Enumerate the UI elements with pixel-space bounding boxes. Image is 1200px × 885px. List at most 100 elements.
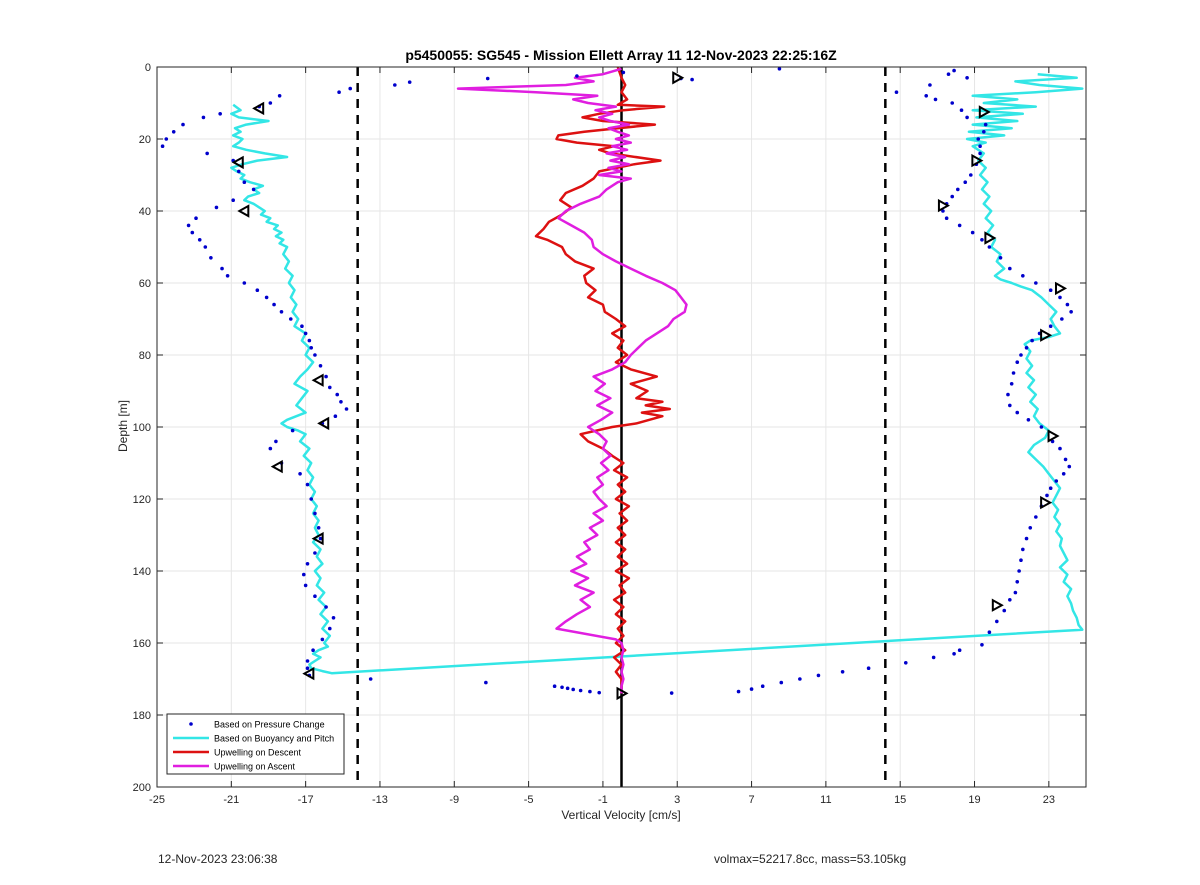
pressure-change-point [1060,317,1064,321]
pressure-change-point [164,137,169,141]
descent-marker [270,459,283,474]
pressure-change-point [798,677,802,681]
pressure-change-point [779,680,784,685]
pressure-change-point [955,187,960,192]
pressure-change-point [965,76,969,80]
pressure-change-point [736,689,741,694]
pressure-change-point [1050,439,1055,444]
pressure-change-point [268,446,273,451]
x-tick-label: 15 [894,794,906,806]
pressure-change-point [190,230,195,235]
pressure-change-point [225,274,230,278]
pressure-change-point [301,572,306,577]
pressure-change-point [348,86,353,91]
pressure-change-point [186,223,191,228]
pressure-change-point [1058,295,1062,300]
descent-marker [252,101,265,116]
pressure-change-point [1015,580,1020,584]
pressure-change-point [1067,464,1072,469]
pressure-change-point [316,526,321,530]
x-axis-label: Vertical Velocity [cm/s] [561,808,680,822]
pressure-change-point [214,205,219,210]
pressure-change-point [959,108,964,112]
footer-timestamp: 12-Nov-2023 23:06:38 [158,852,278,866]
pressure-change-point [1039,425,1044,429]
y-tick-label: 60 [139,278,151,290]
pressure-change-point [327,385,332,390]
pressure-change-point [484,680,488,685]
ascent-marker [1040,328,1053,342]
pressure-change-point [344,407,349,411]
pressure-change-point [337,90,341,94]
x-tick-label: 11 [820,794,831,806]
pressure-change-point [1069,310,1073,314]
pressure-change-point [272,302,276,307]
pressure-change-point [288,317,293,321]
x-tick-label: -21 [223,794,239,806]
pressure-change-point [331,616,336,620]
pressure-change-point [669,691,674,695]
pressure-change-point [552,684,557,688]
pressure-change-point [1008,598,1012,602]
pressure-change-point [1017,569,1021,573]
pressure-change-point [1015,410,1020,415]
pressure-change-point [194,216,198,220]
pressure-change-point [311,648,315,652]
y-tick-label: 120 [133,494,151,506]
pressure-change-point [928,83,932,87]
pressure-change-point [305,666,310,670]
y-tick-label: 0 [145,62,151,74]
ascent-marker [971,153,984,168]
pressure-change-point [995,619,999,624]
pressure-change-point [1034,515,1038,519]
pressure-change-point [1002,608,1007,613]
pressure-change-point [1008,266,1012,271]
ascent-marker [616,686,629,701]
pressure-change-point [1028,526,1033,530]
pressure-change-point [950,194,955,199]
pressure-change-point [368,677,373,681]
legend-label: Based on Buoyancy and Pitch [214,734,334,744]
pressure-change-point [303,331,308,336]
pressure-change-point [575,74,579,78]
y-tick-label: 20 [139,134,151,146]
ascent-marker [978,105,991,119]
pressure-change-point [1008,403,1012,408]
y-tick-label: 180 [133,710,151,722]
legend-label: Based on Pressure Change [214,720,325,730]
pressure-change-point [1021,274,1025,278]
y-tick-label: 80 [139,350,151,362]
pressure-change-point [957,223,962,228]
pressure-change-point [290,428,295,433]
pressure-change-point [309,346,314,350]
pressure-change-point [565,686,570,691]
legend-swatch-dot [189,722,193,726]
pressure-change-point [941,209,945,213]
pressure-change-point [300,324,304,329]
pressure-change-point [1024,346,1029,350]
ascent-upwelling-series [456,67,688,694]
pressure-change-point [963,180,968,184]
pressure-change-point [969,173,973,177]
footer-volmax-mass: volmax=52217.8cc, mass=53.105kg [714,852,907,866]
x-tick-label: -13 [372,794,388,806]
descent-marker [237,204,250,218]
ascent-marker [937,198,950,213]
pressure-change-point [307,338,312,343]
pressure-change-point [277,94,282,98]
pressure-change-point [840,670,845,674]
pressure-change-point [1045,493,1049,498]
pressure-change-point [242,281,247,285]
pressure-change-point [560,685,564,690]
pressure-change-point [1013,590,1018,595]
pressure-change-point [946,72,951,76]
ascent-marker [984,231,997,245]
pressure-change-point [274,439,278,444]
pressure-change-point [690,77,694,82]
x-tick-label: 3 [674,794,680,806]
pressure-change-point [978,151,982,156]
pressure-change-point [944,216,949,220]
pressure-change-point [313,353,317,357]
descent-marker [302,666,315,681]
pressure-change-point [264,295,269,300]
